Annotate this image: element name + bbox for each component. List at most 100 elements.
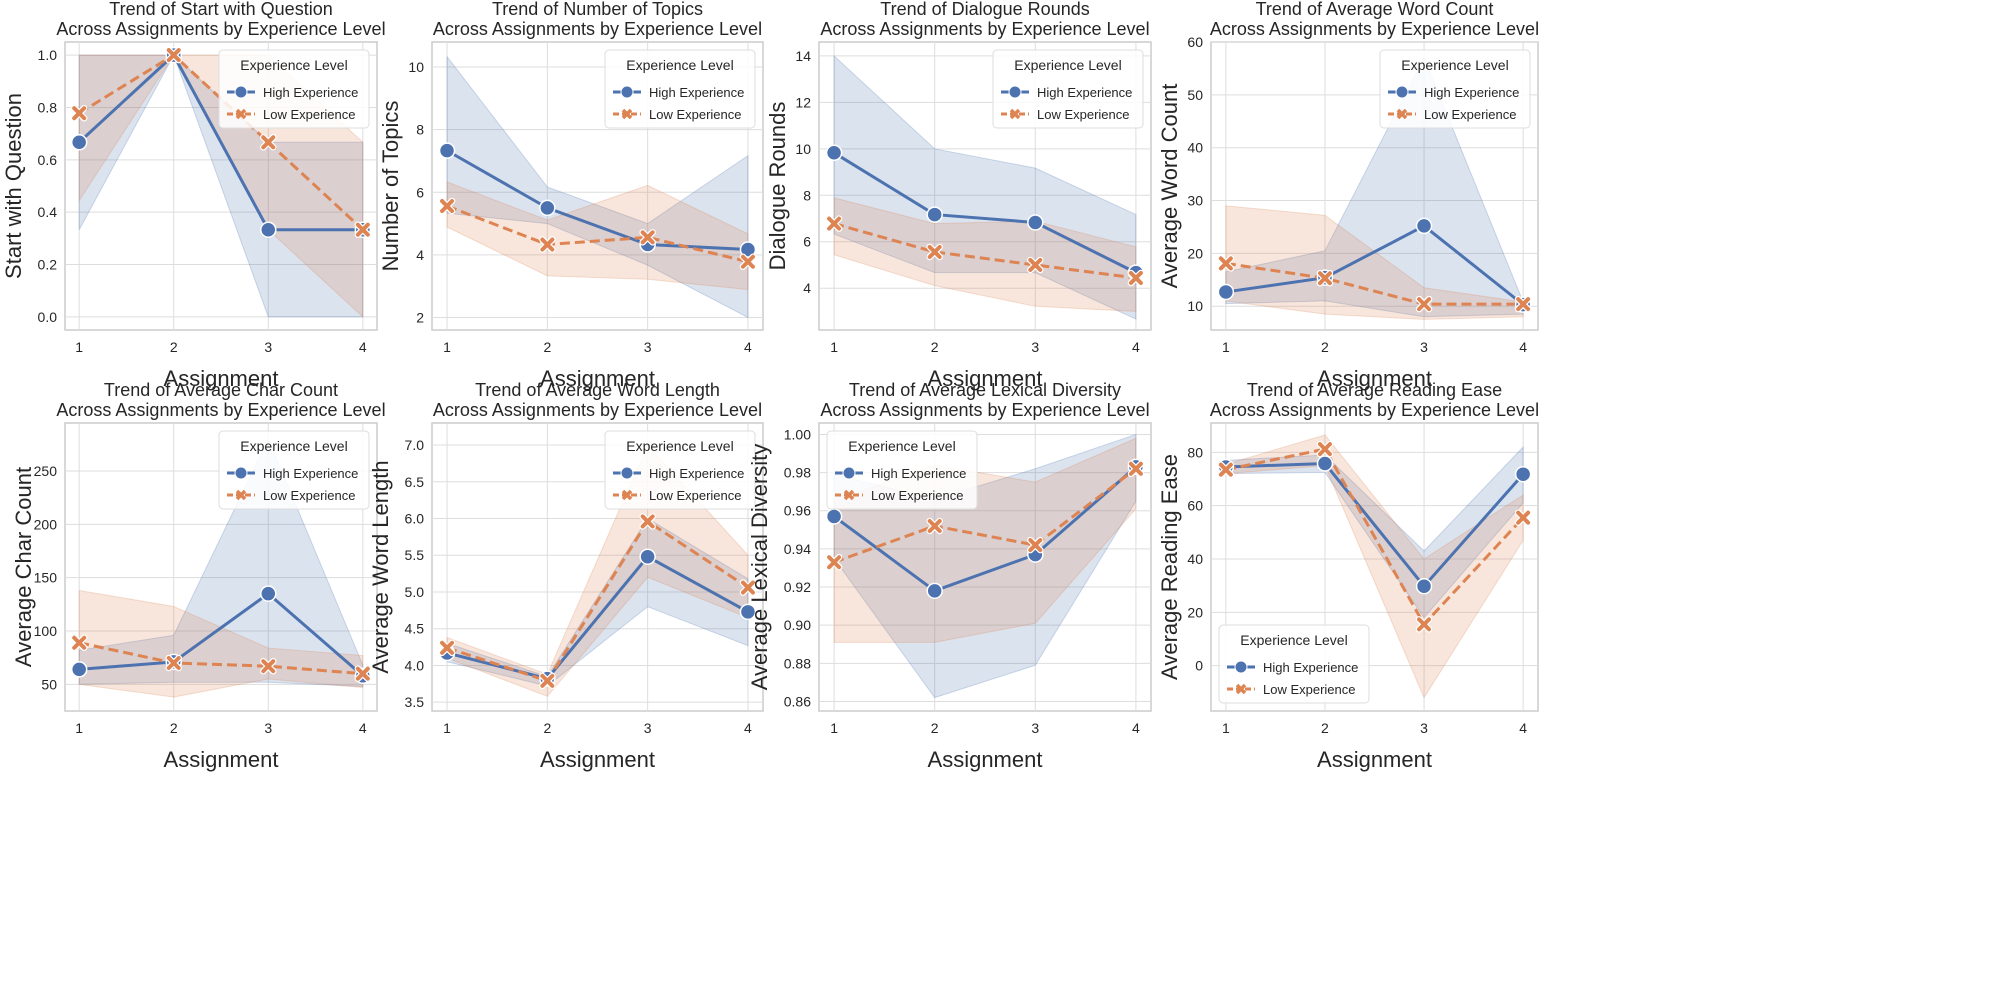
x-tick-label: 2 [170, 339, 178, 355]
y-tick-label: 6 [416, 184, 424, 200]
data-point-low [639, 513, 656, 530]
legend-circle-marker [1234, 660, 1248, 674]
marker-x [1516, 297, 1531, 312]
marker-x [440, 640, 455, 655]
y-tick-label: 0.8 [38, 99, 58, 115]
y-tick-label: 6.5 [405, 474, 425, 490]
x-tick-label: 2 [1321, 339, 1329, 355]
x-axis-label: Assignment [164, 747, 279, 772]
data-point-high [639, 548, 656, 565]
legend-item-low: Low Experience [613, 488, 742, 503]
data-point-low [1316, 269, 1334, 287]
marker-x [540, 673, 555, 688]
x-tick-label: 4 [744, 720, 752, 736]
legend-title: Experience Level [626, 57, 733, 73]
x-tick-label: 2 [170, 720, 178, 736]
data-point-low [539, 236, 556, 253]
data-point-low [165, 654, 182, 672]
y-tick-label: 0.4 [38, 204, 58, 220]
x-axis-label: Assignment [928, 366, 1043, 391]
subplot-title: Trend of Average Reading Ease Across Assi… [1210, 380, 1539, 420]
y-tick-label: 4.5 [405, 621, 425, 637]
legend: Experience Level High Experience Low Exper… [1379, 49, 1531, 129]
marker-x [1516, 510, 1531, 525]
subplot-title: Trend of Average Char Count Across Assign… [56, 380, 385, 420]
data-point-high [1027, 214, 1044, 231]
marker-x [1218, 462, 1233, 477]
ci-band-high [1225, 445, 1524, 619]
y-tick-label: 0.92 [784, 579, 811, 595]
data-point-low [1514, 295, 1532, 313]
y-tick-label: 4 [416, 247, 424, 263]
ci-band-high [833, 54, 1137, 320]
subplot-6: 1 2 3 4 3.5 4.0 4.5 5.0 5.5 6.0 6.5 7.0 Trend of Ave… [368, 380, 764, 772]
y-tick-label: 8 [416, 122, 424, 138]
legend-label: High Experience [263, 466, 358, 481]
marker-x [261, 659, 276, 674]
y-axis-label: Average Word Count [1157, 84, 1182, 289]
x-tick-label: 4 [1132, 720, 1140, 736]
y-tick-label: 5.5 [405, 547, 425, 563]
y-axis-label: Dialogue Rounds [765, 102, 790, 271]
legend: Experience Level High Experience Low Exper… [218, 430, 370, 510]
x-tick-label: 3 [264, 720, 272, 736]
title-line: Across Assignments by Experience Level [1210, 19, 1539, 39]
x-tick-label: 2 [543, 720, 551, 736]
legend-item-high: High Experience [1001, 85, 1132, 100]
y-tick-label: 50 [1187, 87, 1203, 103]
data-point-low [1027, 256, 1044, 274]
legend-label: Low Experience [1263, 682, 1356, 697]
y-tick-label: 0.2 [38, 257, 58, 273]
y-tick-label: 10 [408, 59, 424, 75]
legend-item-high: High Experience [1388, 85, 1519, 100]
data-point-high [260, 221, 277, 238]
marker-x [540, 237, 555, 252]
legend: Experience Level High Experience Low Exper… [1218, 624, 1370, 704]
data-point-low [739, 253, 757, 271]
x-tick-label: 1 [1222, 339, 1230, 355]
series-line-low [833, 222, 1137, 280]
legend-box [604, 49, 756, 129]
legend-item-low: Low Experience [1227, 682, 1356, 697]
data-point-high [70, 134, 88, 151]
legend-box [826, 430, 978, 510]
title-line: Trend of Average Word Length [475, 380, 720, 400]
y-tick-label: 200 [34, 516, 58, 532]
y-tick-label: 0.6 [38, 152, 58, 168]
x-tick-label: 1 [830, 339, 838, 355]
x-tick-label: 3 [644, 339, 652, 355]
marker-x [1128, 461, 1143, 476]
series-line-high [1225, 224, 1525, 306]
series-line-high [833, 465, 1137, 593]
title-line: Across Assignments by Experience Level [56, 19, 385, 39]
data-point-low [1415, 616, 1433, 633]
data-point-low [438, 197, 456, 215]
legend-circle-marker [842, 466, 856, 480]
series-line-high [1225, 462, 1525, 589]
legend-title: Experience Level [240, 57, 347, 73]
y-axis-label: Number of Topics [378, 101, 403, 272]
data-point-high [1217, 283, 1235, 301]
y-tick-label: 6 [803, 234, 811, 250]
y-tick-label: 5.0 [405, 584, 425, 600]
legend-item-low: Low Experience [227, 488, 356, 503]
x-tick-label: 4 [1519, 720, 1527, 736]
marker-x [1417, 297, 1432, 312]
y-tick-label: 7.0 [405, 437, 425, 453]
ci-band-low [1225, 434, 1524, 699]
x-tick-label: 4 [1132, 339, 1140, 355]
legend-item-high: High Experience [613, 466, 744, 481]
marker-x [927, 518, 942, 533]
title-line: Across Assignments by Experience Level [433, 400, 762, 420]
x-tick-label: 1 [75, 339, 83, 355]
marker-x [1128, 270, 1143, 285]
legend-circle-marker [234, 466, 248, 480]
legend-item-high: High Experience [227, 85, 358, 100]
data-point-low [1217, 461, 1235, 478]
x-tick-label: 1 [75, 720, 83, 736]
legend-box [604, 430, 756, 510]
legend-label: Low Experience [263, 488, 356, 503]
data-point-high [926, 206, 943, 223]
